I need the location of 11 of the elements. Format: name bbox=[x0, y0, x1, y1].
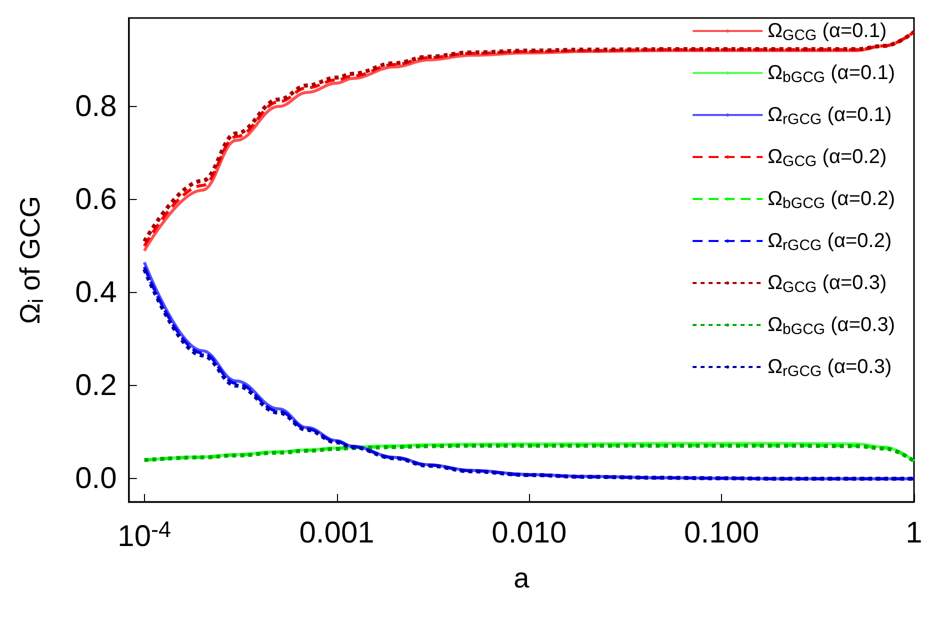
x-tick-label: 0.010 bbox=[492, 516, 567, 550]
x-tick-label: 1 bbox=[906, 516, 922, 550]
x-axis-title: a bbox=[514, 562, 530, 594]
y-tick-label: 0.6 bbox=[75, 183, 117, 216]
y-axis-title: Ωi of GCG bbox=[14, 196, 48, 324]
y-tick-label: 0.4 bbox=[75, 276, 117, 310]
x-tick-label: 0.001 bbox=[299, 516, 374, 550]
y-tick-label: 0.2 bbox=[75, 369, 117, 402]
y-tick-label: 0.8 bbox=[75, 90, 117, 123]
x-tick-label: 0.100 bbox=[684, 516, 760, 550]
y-tick-label: 0.0 bbox=[75, 462, 117, 496]
